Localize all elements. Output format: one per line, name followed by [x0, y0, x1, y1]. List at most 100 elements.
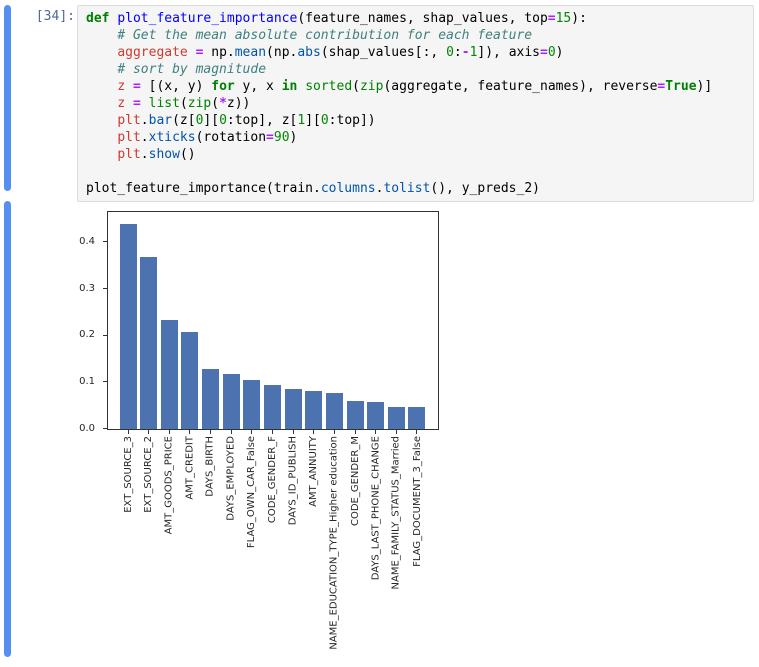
x-tick-label: EXT_SOURCE_2	[143, 436, 155, 513]
bar	[263, 385, 281, 429]
x-tick-label: AMT_ANNUITY	[308, 436, 320, 507]
code-editor[interactable]: def plot_feature_importance(feature_name…	[77, 5, 754, 202]
code-line: # sort by magnitude	[86, 61, 745, 78]
code-token: .	[140, 113, 149, 128]
code-token: ][	[203, 113, 220, 128]
code-line	[86, 163, 745, 180]
x-tick-label: DAYS_BIRTH	[205, 436, 217, 497]
x-axis-tick	[230, 430, 232, 434]
bar	[367, 402, 385, 429]
code-token: 0	[446, 45, 454, 60]
x-axis-tick	[189, 430, 191, 434]
code-token: xticks	[148, 130, 196, 145]
code-token: =	[132, 96, 141, 111]
code-token: =	[132, 79, 141, 94]
code-token	[86, 130, 117, 145]
x-tick-label: FLAG_OWN_CAR_False	[246, 436, 258, 549]
code-token: (shap_values[:,	[320, 45, 447, 60]
code-token: # sort by magnitude	[117, 62, 267, 77]
code-token: tolist	[383, 181, 431, 196]
code-token: [(x, y)	[140, 79, 212, 94]
code-token: .	[140, 147, 149, 162]
code-token: # Get the mean absolute contribution for…	[117, 28, 533, 43]
bar	[119, 224, 137, 429]
bar	[305, 391, 323, 429]
code-content: def plot_feature_importance(feature_name…	[86, 10, 745, 197]
code-line: def plot_feature_importance(feature_name…	[86, 10, 745, 27]
code-token: ()	[179, 147, 196, 162]
code-token: :top], z[	[226, 113, 298, 128]
code-token: plot_feature_importance	[117, 11, 298, 26]
bar	[243, 380, 261, 429]
y-axis-tick	[103, 241, 107, 243]
input-cell-collapser[interactable]	[4, 5, 11, 191]
x-tick-label: AMT_CREDIT	[184, 436, 196, 500]
x-axis-tick	[375, 430, 377, 434]
code-token: z	[117, 79, 126, 94]
code-token: ][	[305, 113, 321, 128]
execution-count-prompt: [34]:	[35, 9, 75, 24]
code-token	[188, 45, 196, 60]
x-tick-label: DAYS_ID_PUBLISH	[287, 436, 299, 526]
y-tick-label: 0.0	[79, 422, 95, 434]
x-tick-label: NAME_FAMILY_STATUS_Married	[390, 436, 402, 590]
code-token	[125, 79, 133, 94]
code-token: for	[211, 79, 235, 94]
output-cell-collapser[interactable]	[4, 201, 11, 657]
x-axis-tick	[354, 430, 356, 434]
code-token: )]	[696, 79, 713, 94]
code-token: plot_feature_importance(train.	[86, 181, 321, 196]
x-tick-label: EXT_SOURCE_3	[122, 436, 134, 513]
code-token: np.	[203, 45, 235, 60]
bar	[181, 332, 199, 429]
code-token: 90	[273, 130, 290, 145]
code-token: 1	[469, 45, 478, 60]
code-token: zip	[359, 79, 384, 94]
code-token: zip	[187, 96, 212, 111]
code-token: (), y_preds_2)	[430, 181, 540, 196]
code-token: =	[195, 45, 204, 60]
x-axis-tick	[416, 430, 418, 434]
code-token	[125, 96, 133, 111]
code-token: sorted	[305, 79, 353, 94]
code-token: (z[	[172, 113, 196, 128]
code-token: :top])	[328, 113, 376, 128]
code-token	[86, 113, 117, 128]
code-token	[86, 147, 117, 162]
code-token: (rotation	[195, 130, 267, 145]
code-token: list	[148, 96, 180, 111]
code-token: ]), axis	[477, 45, 541, 60]
code-token: .	[375, 181, 384, 196]
code-token: True	[665, 79, 697, 94]
code-line: z = list(zip(*z))	[86, 95, 745, 112]
code-token: (	[211, 96, 220, 111]
code-token: (np.	[266, 45, 298, 60]
code-token	[297, 79, 305, 94]
x-tick-label: DAYS_EMPLOYED	[225, 436, 237, 521]
code-token	[86, 28, 117, 43]
x-tick-label: NAME_EDUCATION_TYPE_Higher education	[328, 436, 340, 650]
y-tick-label: 0.4	[79, 235, 95, 247]
code-token: =	[547, 11, 556, 26]
code-token: :	[453, 45, 462, 60]
code-token: in	[281, 79, 298, 94]
code-token: mean	[234, 45, 267, 60]
code-token: y, x	[234, 79, 282, 94]
code-token: plt	[117, 113, 141, 128]
code-token: =	[657, 79, 666, 94]
bar	[346, 401, 364, 429]
x-axis-tick	[168, 430, 170, 434]
code-token: *	[219, 96, 227, 111]
bar	[408, 407, 426, 429]
code-token: 0	[320, 113, 329, 128]
bar-chart-figure: EXT_SOURCE_3 EXT_SOURCE_2 AMT_GOODS_PRICE A…	[77, 205, 457, 665]
bar	[387, 407, 405, 429]
x-tick-label: DAYS_LAST_PHONE_CHANGE	[370, 436, 382, 581]
code-token: )	[555, 45, 564, 60]
code-token: show	[148, 147, 180, 162]
bar	[140, 257, 158, 429]
code-token: def	[86, 11, 110, 26]
bar	[284, 389, 302, 429]
code-token: 0	[219, 113, 227, 128]
